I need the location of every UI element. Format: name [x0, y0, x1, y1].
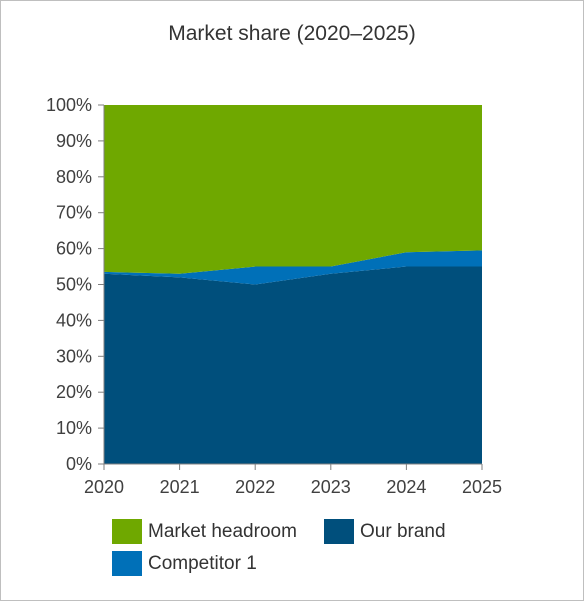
y-tick-label: 20% [56, 382, 92, 402]
legend-swatch-our-brand [324, 519, 354, 544]
legend-swatch-competitor-1 [112, 551, 142, 576]
legend-label-market-headroom: Market headroom [148, 520, 297, 542]
area-competitor-1 [104, 250, 482, 285]
legend-label-our-brand: Our brand [360, 520, 446, 542]
legend-label-competitor-1: Competitor 1 [148, 552, 257, 574]
y-tick-label: 60% [56, 239, 92, 259]
x-tick-label: 2021 [160, 477, 200, 497]
y-tick-label: 40% [56, 310, 92, 330]
legend-swatch-market-headroom [112, 519, 142, 544]
x-tick-label: 2023 [311, 477, 351, 497]
y-tick-label: 0% [66, 454, 92, 474]
x-tick-label: 2024 [386, 477, 426, 497]
y-tick-label: 70% [56, 203, 92, 223]
legend-item-competitor-1: Competitor 1 [112, 551, 257, 576]
x-tick-label: 2025 [462, 477, 502, 497]
y-tick-label: 80% [56, 167, 92, 187]
area-our-brand [104, 266, 482, 464]
y-tick-label: 90% [56, 131, 92, 151]
chart-title: Market share (2020–2025) [168, 22, 416, 45]
y-tick-label: 10% [56, 418, 92, 438]
y-tick-label: 30% [56, 346, 92, 366]
y-tick-label: 50% [56, 275, 92, 295]
x-tick-label: 2022 [235, 477, 275, 497]
legend-item-our-brand: Our brand [324, 519, 446, 544]
x-tick-label: 2020 [84, 477, 124, 497]
legend-item-market-headroom: Market headroom [112, 519, 297, 544]
y-tick-label: 100% [46, 95, 92, 115]
area-market-headroom [104, 105, 482, 274]
